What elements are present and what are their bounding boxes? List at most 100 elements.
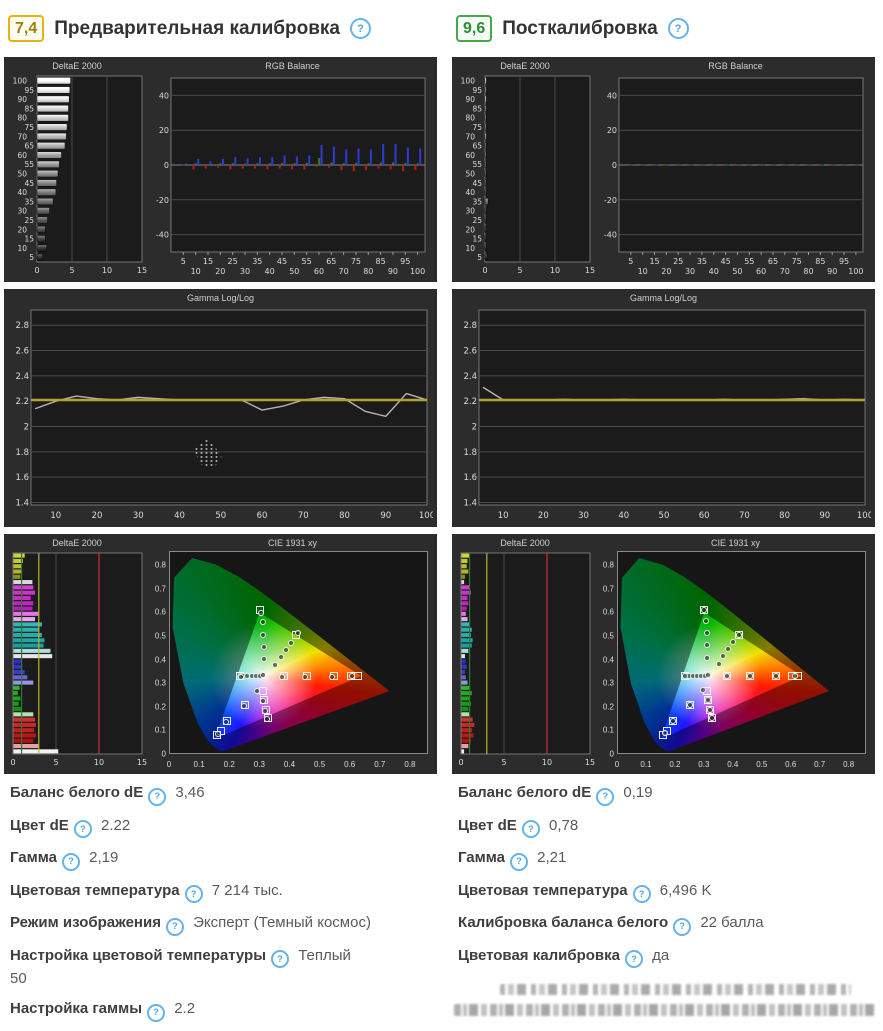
cie-measured-point: [662, 730, 669, 737]
stat-label: Цветовая калибровка: [458, 946, 620, 964]
svg-text:45: 45: [721, 257, 731, 266]
precal-deltae-levels-chart: DeltaE 2000 100 95 90 85 80 75 70 65 60 55 50 45 40 3…: [7, 60, 147, 279]
svg-text:40: 40: [265, 267, 275, 276]
stat-label: Настройка гаммы: [10, 1000, 143, 1017]
stat-label: Режим изображения: [10, 914, 161, 931]
cie-measured-point: [715, 660, 722, 667]
precal-rgb-balance-chart: RGB Balance 40 20 0 -20 -40 5 10 15 20 25 30 35 40 45…: [151, 60, 434, 279]
svg-text:2.8: 2.8: [15, 321, 29, 331]
postcal-color-panel: DeltaE 2000 0 5 10 15 CIE 1931 xy 0 0.1 0.2 0.…: [452, 534, 875, 774]
svg-text:50: 50: [659, 511, 670, 521]
cie-measured-point: [686, 702, 693, 709]
help-icon[interactable]: ?: [165, 917, 184, 936]
cie-measured-point: [705, 697, 712, 704]
cie-measured-point: [262, 707, 269, 714]
cie-measured-point: [725, 645, 731, 652]
cie-measured-point: [294, 630, 301, 637]
svg-text:20: 20: [538, 511, 549, 521]
help-icon[interactable]: ?: [596, 787, 615, 806]
help-icon[interactable]: ?: [510, 852, 528, 871]
cie-x-tick: 0.6: [344, 760, 356, 769]
help-icon[interactable]: ?: [632, 885, 651, 903]
stat-row: Гамма? 2,19: [10, 847, 437, 871]
stat-value: 6,496 K: [655, 881, 712, 899]
svg-text:80: 80: [465, 114, 475, 123]
svg-text:-40: -40: [604, 231, 617, 240]
svg-text:80: 80: [363, 267, 373, 276]
cie-measured-point: [724, 672, 731, 679]
cie-measured-point: [329, 673, 336, 680]
cie-x-tick: 0.2: [669, 760, 681, 769]
svg-text:2.6: 2.6: [15, 347, 29, 357]
deltae-colors-plot: 0 5 10 15: [10, 552, 147, 767]
help-icon[interactable]: ?: [667, 18, 689, 39]
svg-text:60: 60: [314, 267, 324, 276]
svg-text:10: 10: [550, 266, 560, 275]
cie-y-tick: 0.8: [154, 560, 166, 570]
cie-y-tick: 0.4: [602, 655, 614, 665]
rgb-balance-plot: 40200-20-4051015202530354045505560657075…: [604, 77, 864, 276]
cie-measured-point: [263, 716, 270, 723]
svg-text:-20: -20: [156, 196, 169, 205]
chart-title: DeltaE 2000: [52, 538, 102, 548]
svg-text:5: 5: [29, 253, 34, 262]
chart-title: Gamma Log/Log: [629, 293, 698, 303]
chart-title: CIE 1931 xy: [267, 538, 318, 548]
cie-plot-area: [169, 551, 428, 754]
stat-label: Баланс белого dE: [458, 784, 592, 801]
degraded-text-line: [454, 1004, 875, 1016]
help-icon[interactable]: ?: [624, 950, 643, 968]
cie-x-tick: 0: [166, 760, 172, 769]
svg-text:50: 50: [215, 511, 226, 521]
svg-text:40: 40: [607, 91, 617, 100]
stat-label: Цветовая температура: [10, 881, 180, 899]
cie-y-tick: 0.3: [154, 678, 166, 688]
help-icon[interactable]: ?: [62, 852, 80, 871]
svg-text:1.4: 1.4: [463, 498, 477, 508]
help-icon[interactable]: ?: [148, 787, 167, 806]
cie-x-tick: 0.8: [404, 760, 416, 769]
svg-text:15: 15: [137, 266, 147, 275]
svg-text:20: 20: [159, 126, 169, 135]
chart-title: DeltaE 2000: [52, 61, 102, 71]
help-icon[interactable]: ?: [271, 950, 290, 968]
cie-target-marker: [704, 696, 713, 705]
cie-target-marker: [746, 671, 755, 680]
cie-y-tick: 0.5: [154, 631, 166, 641]
cie-measured-point: [705, 671, 712, 678]
svg-text:45: 45: [472, 179, 482, 188]
cie-x-tick: 0.7: [814, 760, 826, 769]
precal-header: 7,4 Предварительная калибровка ?: [4, 0, 437, 57]
precal-stats-list: Баланс белого dE? 3,46 Цвет dE? 2.22 Гамма…: [4, 782, 437, 1022]
stat-value: 0,78: [544, 816, 579, 834]
svg-text:35: 35: [472, 197, 482, 206]
chart-title: CIE 1931 xy: [710, 538, 761, 548]
cie-target-marker: [685, 701, 694, 710]
svg-text:95: 95: [839, 257, 849, 266]
chart-title: DeltaE 2000: [500, 538, 550, 548]
help-icon[interactable]: ?: [184, 885, 203, 903]
help-icon[interactable]: ?: [673, 917, 692, 936]
help-icon[interactable]: ?: [147, 1003, 166, 1022]
gamma-plot: 2.8 2.6 2.4 2.2 2 1.8 1.6 1.4 10 20 30 40 50 60 70 80 90…: [463, 309, 873, 521]
precal-cie-chart: CIE 1931 xy 0 0.1 0.2 0.3 0.4 0.5 0.6 0.7 0.8 0 0.…: [151, 537, 434, 771]
help-icon[interactable]: ?: [521, 820, 540, 838]
svg-text:60: 60: [756, 267, 766, 276]
cie-measured-point: [260, 631, 267, 638]
cie-measured-point: [709, 715, 716, 722]
help-icon[interactable]: ?: [73, 820, 92, 838]
cie-y-tick: 0.5: [602, 631, 614, 641]
svg-text:15: 15: [649, 257, 659, 266]
svg-text:10: 10: [498, 511, 509, 521]
help-icon[interactable]: ?: [349, 18, 371, 39]
cie-y-tick: 0.1: [602, 725, 614, 735]
stat-label: Баланс белого dE: [10, 784, 144, 801]
cie-target-marker: [723, 671, 732, 680]
precal-title: Предварительная калибровка: [54, 17, 340, 39]
svg-text:85: 85: [376, 257, 386, 266]
svg-text:2.4: 2.4: [15, 372, 29, 382]
cie-y-tick: 0.3: [602, 678, 614, 688]
svg-text:60: 60: [257, 511, 268, 521]
cie-measured-point: [703, 630, 710, 637]
